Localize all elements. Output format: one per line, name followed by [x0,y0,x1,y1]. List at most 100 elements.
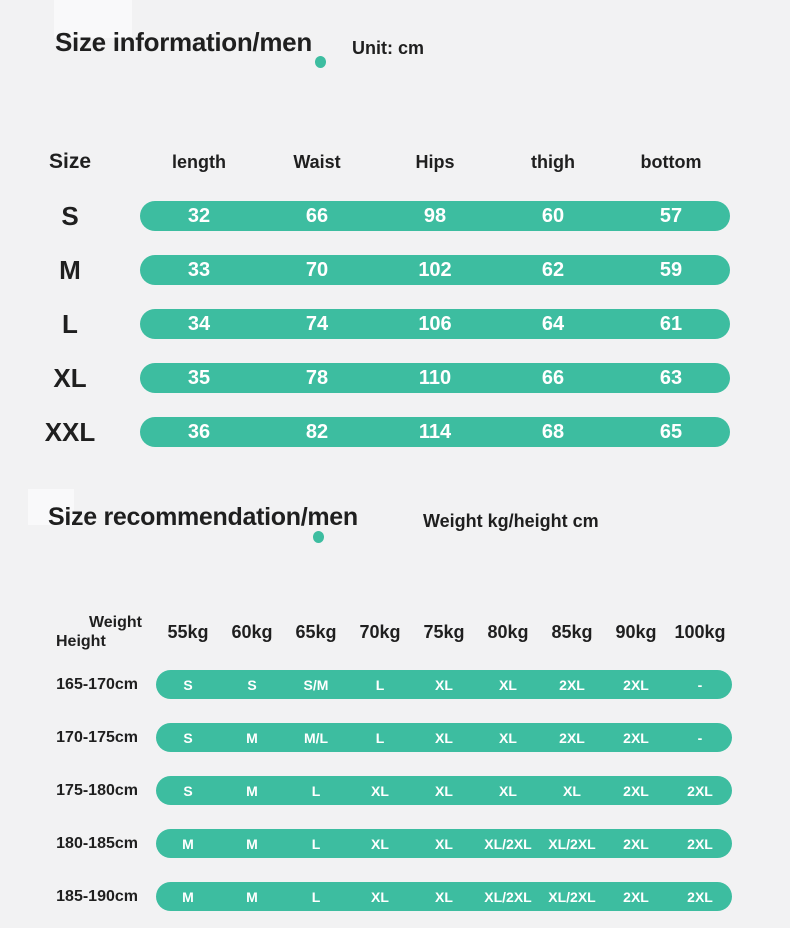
recommended-size-value: 2XL [687,888,713,905]
recommended-size-value: XL/2XL [548,888,596,905]
recommended-size-value: 2XL [687,835,713,852]
table1-column-header: thigh [531,151,575,172]
recommended-size-value: L [311,835,321,852]
size-recommendation-table: Weight Height 55kg 60kg 65kg 70kg 75kg 80kg 85… [0,606,732,923]
recommended-size-value: XL [435,782,453,799]
recommended-size-value: XL/2XL [484,888,532,905]
accent-dot [315,56,326,68]
size-value: 66 [305,204,329,227]
recommended-size-value: XL/2XL [548,835,596,852]
recommended-size-value: M [246,835,258,852]
size-value: 98 [423,204,447,227]
table2-corner-header: Weight Height [0,613,156,651]
size-value: 68 [541,420,565,443]
height-range-label: 185-190cm [56,887,138,905]
size-values-pill: 33 70 102 62 59 [140,255,730,285]
table2-header-row: Weight Height 55kg 60kg 65kg 70kg 75kg 80kg 85… [0,606,732,658]
recommended-sizes-pill: S M L XL XL XL XL 2XL 2XL [156,776,732,805]
table1-column-header: Hips [415,151,455,172]
table1-column-header: length [172,151,226,172]
recommended-size-value: L [375,729,385,746]
table2-column-headers: 55kg 60kg 65kg 70kg 75kg 80kg 85kg 90kg 100kg [156,622,732,643]
size-value: 35 [187,366,211,389]
size-value: 60 [541,204,565,227]
size-value: 66 [541,366,565,389]
table2-column-header: 90kg [615,621,657,642]
recommended-size-value: S [183,729,193,746]
size-value: 78 [305,366,329,389]
size-value: 70 [305,258,329,281]
recommended-sizes-pill: S M M/L L XL XL 2XL 2XL - [156,723,732,752]
height-range-label: 180-185cm [56,834,138,852]
size-value: 63 [659,366,683,389]
size-value: 61 [659,312,683,335]
size-values-pill: 32 66 98 60 57 [140,201,730,231]
table2-column-header: 80kg [487,621,529,642]
table2-column-header: 70kg [359,621,401,642]
size-values-pill: 36 82 114 68 65 [140,417,730,447]
table1-column-header: Waist [293,151,341,172]
size-value: 62 [541,258,565,281]
size-value: 36 [187,420,211,443]
size-value: 65 [659,420,683,443]
recommended-size-value: XL [435,835,453,852]
section1-unit-label: Unit: cm [352,38,424,58]
recommended-size-value: 2XL [623,729,649,746]
recommended-size-value: 2XL [623,888,649,905]
table2-column-header: 75kg [423,621,465,642]
table2-column-header: 100kg [674,621,726,642]
size-value: 32 [187,204,211,227]
recommended-size-value: M [182,888,194,905]
recommended-size-value: M/L [303,729,329,746]
size-value: 34 [187,312,211,335]
recommended-size-value: 2XL [623,782,649,799]
table2-row: 165-170cm S S S/M L XL XL 2XL 2XL - [0,658,732,711]
recommended-size-value: 2XL [623,835,649,852]
size-label: S [61,200,79,231]
table1-size-header: Size [48,150,92,173]
table2-row: 170-175cm S M M/L L XL XL 2XL 2XL - [0,711,732,764]
height-range-label: 165-170cm [56,675,138,693]
size-value: 59 [659,258,683,281]
table2-row: 175-180cm S M L XL XL XL XL 2XL 2XL [0,764,732,817]
background-patch [54,0,132,38]
table1-row: M 33 70 102 62 59 [0,243,730,297]
size-label: XXL [44,416,96,447]
table1-row: XXL 36 82 114 68 65 [0,405,730,459]
recommended-size-value: - [697,676,703,693]
recommended-size-value: 2XL [559,729,585,746]
recommended-sizes-pill: S S S/M L XL XL 2XL 2XL - [156,670,732,699]
size-value: 102 [418,258,452,281]
recommended-size-value: XL [435,729,453,746]
height-range-label: 170-175cm [56,728,138,746]
recommended-size-value: M [246,888,258,905]
recommended-size-value: S/M [303,676,329,693]
size-value: 114 [418,420,452,443]
table2-column-header: 65kg [295,621,337,642]
section2-unit-label: Weight kg/height cm [423,511,599,531]
table1-column-header: bottom [640,151,702,172]
table1-row: XL 35 78 110 66 63 [0,351,730,405]
background-patch [28,489,74,525]
recommended-size-value: M [182,835,194,852]
corner-height-label: Height [56,633,106,650]
recommended-size-value: S [247,676,257,693]
recommended-size-value: 2XL [623,676,649,693]
table1-header-row: Size length Waist Hips thigh bottom [0,135,730,189]
recommended-sizes-pill: M M L XL XL XL/2XL XL/2XL 2XL 2XL [156,829,732,858]
table2-row: 185-190cm M M L XL XL XL/2XL XL/2XL 2XL 2XL [0,870,732,923]
recommended-size-value: L [311,888,321,905]
recommended-size-value: XL [563,782,581,799]
recommended-size-value: M [246,729,258,746]
table2-column-header: 85kg [551,621,593,642]
recommended-size-value: XL [435,676,453,693]
size-value: 82 [305,420,329,443]
section1-title: Size information/men [55,27,312,57]
accent-dot [313,531,324,543]
corner-weight-label: Weight [88,614,142,631]
recommended-size-value: XL [371,888,389,905]
size-values-pill: 34 74 106 64 61 [140,309,730,339]
table1-rows: S 32 66 98 60 57 M 33 70 102 62 59 L 34 74 106 64 61 XL 35 7… [0,189,730,459]
recommended-size-value: L [375,676,385,693]
recommended-size-value: L [311,782,321,799]
